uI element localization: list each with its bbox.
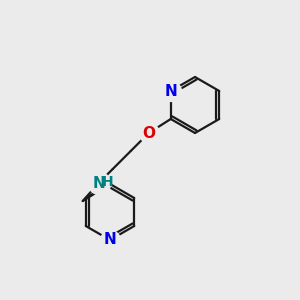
Text: N: N: [164, 83, 177, 98]
Text: N: N: [103, 232, 116, 247]
Text: H: H: [102, 175, 114, 189]
Text: N: N: [92, 176, 105, 190]
Text: O: O: [142, 125, 155, 140]
